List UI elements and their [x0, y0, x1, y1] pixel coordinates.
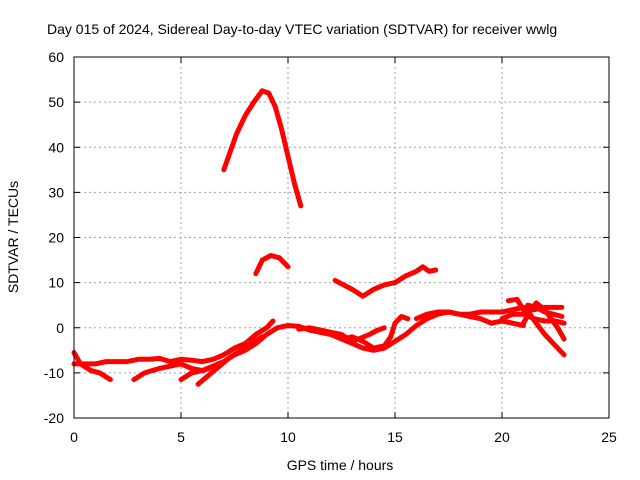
y-tick-label: 20 — [48, 230, 64, 246]
grid — [74, 57, 609, 418]
x-tick-label: 5 — [177, 429, 185, 445]
x-tick-label: 10 — [280, 429, 296, 445]
y-tick-label: 40 — [48, 139, 64, 155]
x-tick-label: 25 — [601, 429, 617, 445]
x-tick-label: 15 — [387, 429, 403, 445]
series-arc-base-e — [195, 334, 265, 387]
y-axis-label: SDTVAR / TECUs — [5, 181, 21, 293]
y-tick-label: -20 — [44, 410, 64, 426]
series-arc-base-h — [413, 309, 526, 328]
series-arc-late-c — [525, 302, 565, 319]
series-arc-base-a — [71, 350, 113, 383]
y-tick-label: 50 — [48, 94, 64, 110]
y-tick-label: -10 — [44, 365, 64, 381]
series-arc-base-g — [339, 314, 411, 351]
y-tick-label: 60 — [48, 49, 64, 65]
series-arc-afternoon — [332, 264, 439, 299]
x-tick-label: 0 — [70, 429, 78, 445]
x-axis-label: GPS time / hours — [287, 457, 394, 473]
axis-ticks: 0 5 10 15 20 25 -20 -10 0 10 20 30 40 50 60 — [44, 49, 617, 445]
y-tick-label: 30 — [48, 184, 64, 200]
y-tick-label: 10 — [48, 275, 64, 291]
series-arc-late-d — [499, 311, 567, 326]
series-arc-high-peak — [221, 88, 304, 209]
x-tick-label: 20 — [494, 429, 510, 445]
y-tick-label: 0 — [56, 320, 64, 336]
data-series — [71, 88, 567, 387]
series-arc-mid-hump — [253, 253, 291, 277]
series-arc-base-b — [71, 318, 276, 367]
chart-title: Day 015 of 2024, Sidereal Day-to-day VTE… — [47, 21, 557, 37]
